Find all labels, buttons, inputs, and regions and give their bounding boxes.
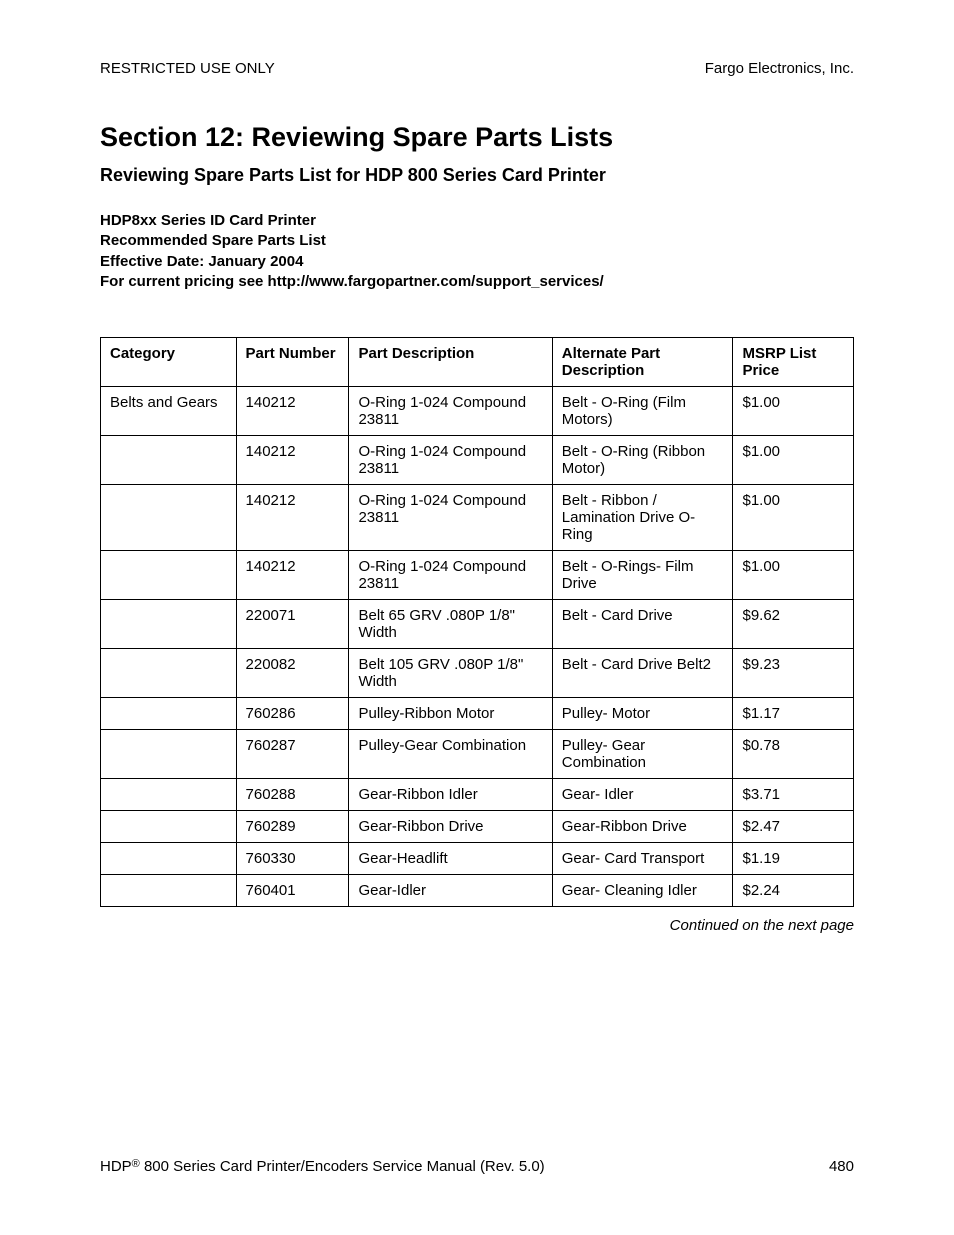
cell-category xyxy=(101,811,237,843)
cell-category xyxy=(101,649,237,698)
parts-table: Category Part Number Part Description Al… xyxy=(100,337,854,907)
cell-category xyxy=(101,436,237,485)
cell-description: Belt 105 GRV .080P 1/8" Width xyxy=(349,649,552,698)
cell-description: O-Ring 1-024 Compound 23811 xyxy=(349,387,552,436)
cell-description: Belt 65 GRV .080P 1/8" Width xyxy=(349,600,552,649)
cell-description: O-Ring 1-024 Compound 23811 xyxy=(349,485,552,551)
cell-part-number: 140212 xyxy=(236,436,349,485)
cell-alternate: Gear-Ribbon Drive xyxy=(552,811,733,843)
cell-category xyxy=(101,843,237,875)
table-row: 760286Pulley-Ribbon MotorPulley- Motor$1… xyxy=(101,698,854,730)
table-row: 760330Gear-HeadliftGear- Card Transport$… xyxy=(101,843,854,875)
cell-price: $1.00 xyxy=(733,551,854,600)
info-line-2: Recommended Spare Parts List xyxy=(100,231,854,251)
cell-price: $1.17 xyxy=(733,698,854,730)
cell-description: Gear-Ribbon Idler xyxy=(349,779,552,811)
cell-alternate: Belt - Card Drive xyxy=(552,600,733,649)
info-line-1: HDP8xx Series ID Card Printer xyxy=(100,211,854,231)
header-row: RESTRICTED USE ONLY Fargo Electronics, I… xyxy=(100,60,854,77)
header-description: Part Description xyxy=(349,338,552,387)
cell-price: $0.78 xyxy=(733,730,854,779)
table-row: 140212O-Ring 1-024 Compound 23811Belt - … xyxy=(101,485,854,551)
cell-description: Gear-Headlift xyxy=(349,843,552,875)
cell-alternate: Belt - O-Ring (Ribbon Motor) xyxy=(552,436,733,485)
header-right: Fargo Electronics, Inc. xyxy=(705,60,854,77)
cell-category xyxy=(101,875,237,907)
cell-price: $1.00 xyxy=(733,485,854,551)
cell-part-number: 220071 xyxy=(236,600,349,649)
table-row: 760287Pulley-Gear CombinationPulley- Gea… xyxy=(101,730,854,779)
table-row: 220071Belt 65 GRV .080P 1/8" WidthBelt -… xyxy=(101,600,854,649)
cell-description: Pulley-Gear Combination xyxy=(349,730,552,779)
cell-alternate: Gear- Idler xyxy=(552,779,733,811)
info-line-4: For current pricing see http://www.fargo… xyxy=(100,272,854,292)
header-part-number: Part Number xyxy=(236,338,349,387)
cell-price: $2.24 xyxy=(733,875,854,907)
cell-alternate: Belt - O-Ring (Film Motors) xyxy=(552,387,733,436)
table-header-row: Category Part Number Part Description Al… xyxy=(101,338,854,387)
table-row: Belts and Gears140212O-Ring 1-024 Compou… xyxy=(101,387,854,436)
cell-category xyxy=(101,730,237,779)
cell-alternate: Belt - Ribbon / Lamination Drive O-Ring xyxy=(552,485,733,551)
cell-description: O-Ring 1-024 Compound 23811 xyxy=(349,551,552,600)
table-row: 760289Gear-Ribbon DriveGear-Ribbon Drive… xyxy=(101,811,854,843)
cell-price: $1.19 xyxy=(733,843,854,875)
cell-part-number: 140212 xyxy=(236,387,349,436)
cell-alternate: Pulley- Motor xyxy=(552,698,733,730)
info-line-3: Effective Date: January 2004 xyxy=(100,252,854,272)
cell-description: Pulley-Ribbon Motor xyxy=(349,698,552,730)
header-category: Category xyxy=(101,338,237,387)
cell-price: $1.00 xyxy=(733,387,854,436)
continued-text: Continued on the next page xyxy=(100,917,854,934)
cell-description: Gear-Idler xyxy=(349,875,552,907)
cell-part-number: 140212 xyxy=(236,551,349,600)
cell-category xyxy=(101,600,237,649)
cell-description: O-Ring 1-024 Compound 23811 xyxy=(349,436,552,485)
cell-part-number: 220082 xyxy=(236,649,349,698)
footer: HDP® 800 Series Card Printer/Encoders Se… xyxy=(100,1158,854,1175)
cell-part-number: 760287 xyxy=(236,730,349,779)
header-alternate: Alternate Part Description xyxy=(552,338,733,387)
header-price: MSRP List Price xyxy=(733,338,854,387)
cell-part-number: 760401 xyxy=(236,875,349,907)
cell-part-number: 760330 xyxy=(236,843,349,875)
table-row: 140212O-Ring 1-024 Compound 23811Belt - … xyxy=(101,436,854,485)
cell-price: $9.23 xyxy=(733,649,854,698)
cell-part-number: 760289 xyxy=(236,811,349,843)
header-left: RESTRICTED USE ONLY xyxy=(100,60,275,77)
cell-alternate: Belt - O-Rings- Film Drive xyxy=(552,551,733,600)
table-row: 760288Gear-Ribbon IdlerGear- Idler$3.71 xyxy=(101,779,854,811)
cell-part-number: 140212 xyxy=(236,485,349,551)
footer-page-number: 480 xyxy=(829,1158,854,1175)
info-block: HDP8xx Series ID Card Printer Recommende… xyxy=(100,211,854,292)
cell-price: $3.71 xyxy=(733,779,854,811)
table-row: 220082Belt 105 GRV .080P 1/8" WidthBelt … xyxy=(101,649,854,698)
cell-alternate: Belt - Card Drive Belt2 xyxy=(552,649,733,698)
table-row: 760401Gear-IdlerGear- Cleaning Idler$2.2… xyxy=(101,875,854,907)
registered-icon: ® xyxy=(132,1158,140,1170)
cell-category: Belts and Gears xyxy=(101,387,237,436)
cell-alternate: Gear- Cleaning Idler xyxy=(552,875,733,907)
cell-part-number: 760288 xyxy=(236,779,349,811)
cell-price: $2.47 xyxy=(733,811,854,843)
section-title: Section 12: Reviewing Spare Parts Lists xyxy=(100,122,854,153)
cell-alternate: Pulley- Gear Combination xyxy=(552,730,733,779)
cell-alternate: Gear- Card Transport xyxy=(552,843,733,875)
cell-price: $1.00 xyxy=(733,436,854,485)
cell-part-number: 760286 xyxy=(236,698,349,730)
cell-category xyxy=(101,698,237,730)
cell-category xyxy=(101,551,237,600)
subtitle: Reviewing Spare Parts List for HDP 800 S… xyxy=(100,165,854,186)
cell-category xyxy=(101,485,237,551)
table-row: 140212O-Ring 1-024 Compound 23811Belt - … xyxy=(101,551,854,600)
cell-price: $9.62 xyxy=(733,600,854,649)
cell-category xyxy=(101,779,237,811)
cell-description: Gear-Ribbon Drive xyxy=(349,811,552,843)
footer-left: HDP® 800 Series Card Printer/Encoders Se… xyxy=(100,1158,545,1175)
